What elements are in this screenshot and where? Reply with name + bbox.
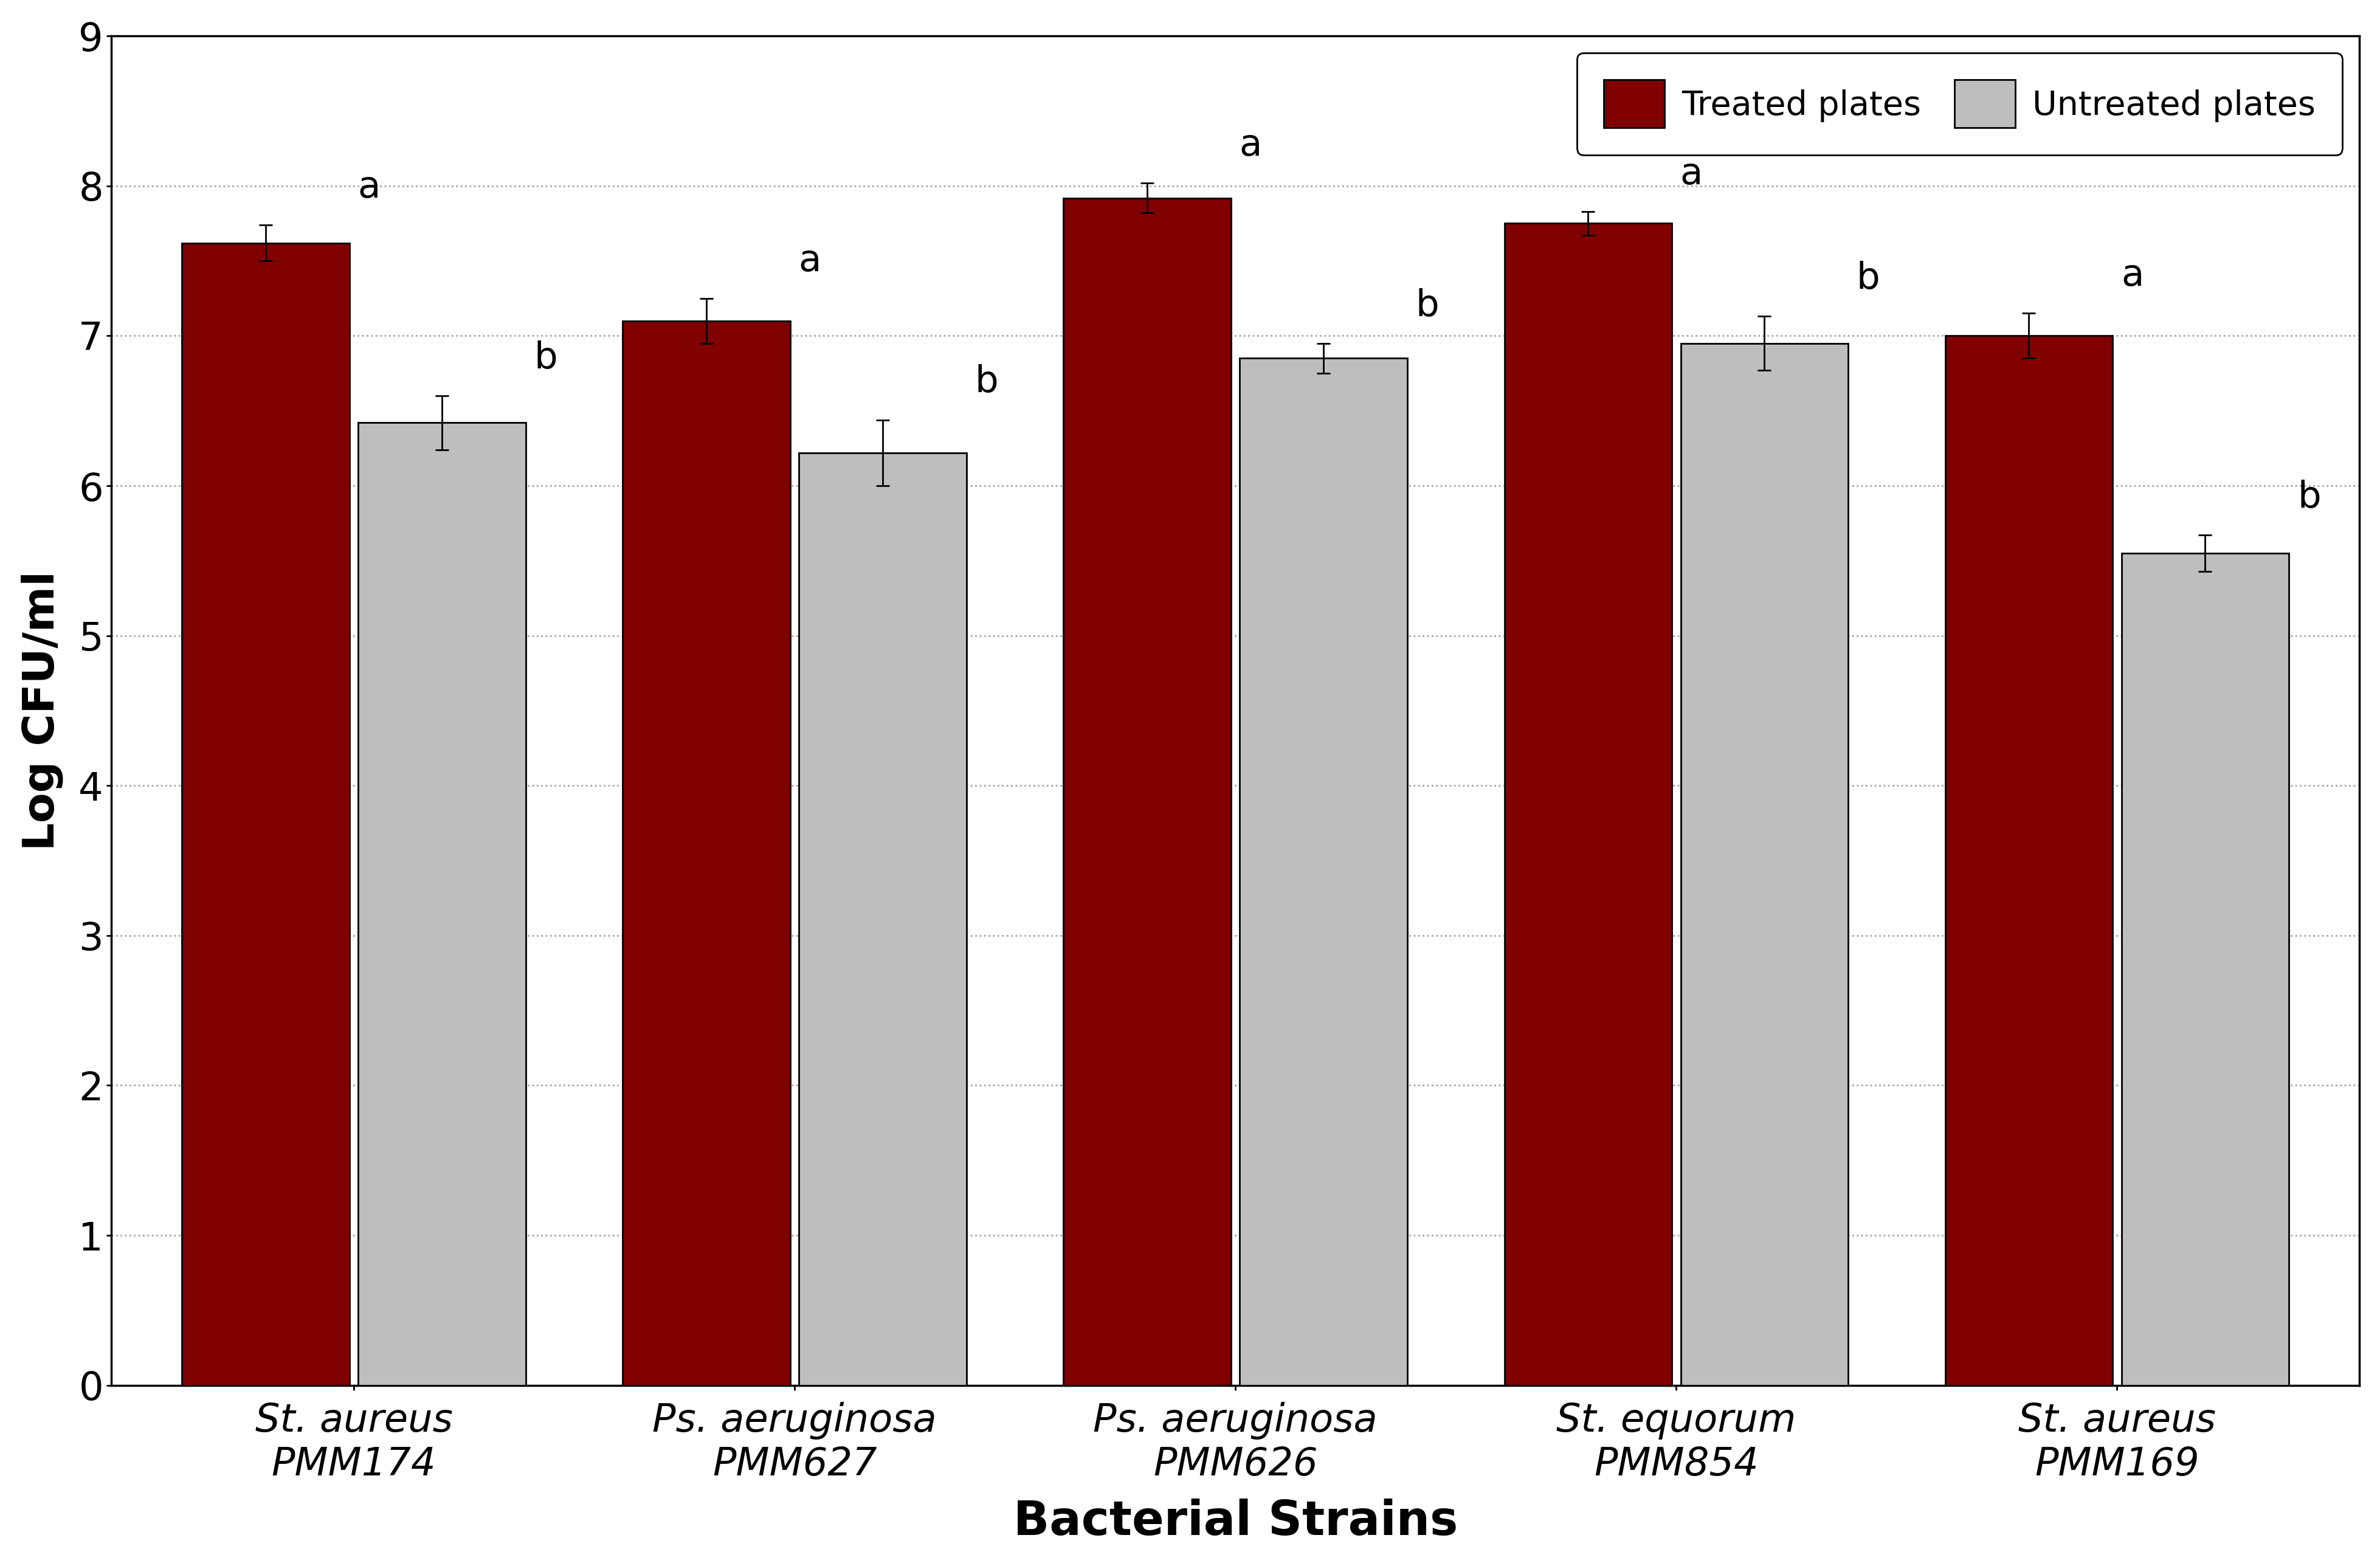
Bar: [1504, 224, 1671, 1386]
Text: a: a: [357, 169, 381, 205]
Bar: [181, 243, 350, 1386]
Text: a: a: [797, 243, 821, 279]
X-axis label: Bacterial Strains: Bacterial Strains: [1014, 1499, 1457, 1546]
Text: a: a: [1240, 127, 1261, 163]
Bar: [1064, 197, 1230, 1386]
Bar: [2121, 553, 2290, 1386]
Text: a: a: [2121, 258, 2144, 294]
Text: b: b: [1856, 262, 1880, 298]
Text: b: b: [533, 340, 557, 376]
Legend: Treated plates, Untreated plates: Treated plates, Untreated plates: [1576, 53, 2342, 155]
Bar: [1680, 343, 1847, 1386]
Text: b: b: [976, 365, 997, 401]
Bar: [357, 423, 526, 1386]
Text: b: b: [1416, 288, 1440, 324]
Y-axis label: Log CFU/ml: Log CFU/ml: [21, 572, 64, 850]
Bar: [624, 321, 790, 1386]
Bar: [800, 453, 966, 1386]
Bar: [1944, 335, 2111, 1386]
Text: a: a: [1680, 157, 1702, 193]
Bar: [1240, 359, 1407, 1386]
Text: b: b: [2297, 479, 2320, 515]
